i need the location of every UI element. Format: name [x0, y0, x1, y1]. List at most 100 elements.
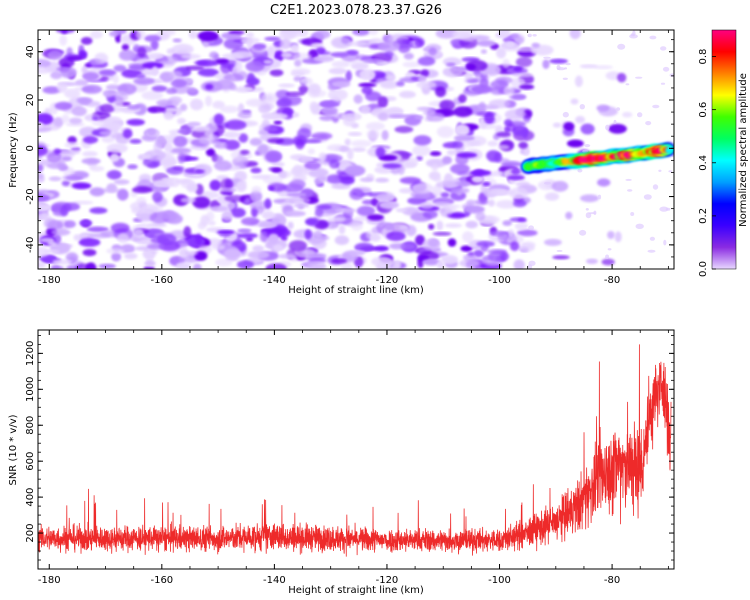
spectrogram-noise-blob — [205, 95, 212, 107]
spectrogram-noise-blob — [304, 161, 322, 170]
spectrogram-noise-blob — [300, 77, 313, 86]
spectrogram-noise-blob — [194, 169, 205, 174]
spectrogram-noise-blob — [267, 138, 284, 144]
spectrogram-noise-blob — [531, 42, 541, 48]
spectrogram-noise-blob — [549, 58, 568, 64]
spectrogram-noise-blob — [215, 142, 228, 149]
spectrogram-noise-blob — [144, 260, 156, 267]
spectrogram-noise-blob — [453, 106, 473, 118]
spectrogram-noise-blob — [497, 144, 510, 150]
spectrogram-noise-blob — [59, 165, 69, 171]
spectrogram-noise-blob — [351, 63, 369, 70]
spectrogram-noise-blob — [249, 137, 263, 146]
snr-y-ticks: 200 400 600 800 1000 1200 — [25, 334, 674, 570]
spectrogram-noise-blob — [245, 32, 255, 38]
spectrogram-noise-blob — [647, 249, 656, 253]
spectrogram-noise-blob — [563, 121, 575, 131]
spectrogram-noise-blob — [630, 33, 635, 37]
spectrogram-noise-blob — [378, 41, 400, 52]
spectrogram-noise-blob — [417, 257, 424, 269]
spectrogram-noise-blob — [432, 231, 452, 236]
spectrogram-noise-blob — [527, 33, 532, 38]
spectrogram-noise-blob — [375, 193, 395, 202]
spectrogram-noise-blob — [649, 236, 656, 241]
spectrogram-noise-blob — [431, 163, 438, 172]
spectrogram-noise-blob — [109, 31, 120, 37]
spectrogram-noise-blob — [154, 135, 167, 148]
spectrogram-noise-blob — [570, 98, 579, 105]
spectrogram-noise-blob — [169, 177, 181, 188]
spectrogram-noise-blob — [518, 243, 535, 252]
spectrogram-noise-blob — [90, 30, 103, 39]
spectrogram-noise-blob — [124, 252, 138, 260]
spectrogram-noise-blob — [99, 103, 115, 114]
spectrogram-noise-blob — [514, 47, 536, 52]
spectrogram-noise-blob — [454, 180, 471, 187]
snr-series-line — [38, 344, 672, 557]
spectrogram-noise-blob — [473, 249, 484, 258]
spectrogram-noise-blob — [151, 173, 169, 185]
spectrogram-noise-blob — [436, 125, 454, 138]
spectrogram-noise-blob — [275, 89, 291, 100]
spectrogram-noise-blob — [314, 207, 324, 217]
spectrogram-noise-blob — [395, 208, 408, 213]
spectrogram-noise-blob — [649, 35, 657, 40]
spectrogram-noise-blob — [56, 67, 70, 72]
spectrogram-noise-blob — [659, 206, 669, 212]
spectrogram-noise-blob — [381, 130, 389, 141]
spectrogram-noise-blob — [420, 69, 430, 77]
spectrogram-noise-blob — [377, 96, 388, 108]
spectrogram-noise-blob — [295, 138, 305, 150]
spectrogram-noise-blob — [288, 240, 308, 252]
spectrogram-noise-blob — [509, 241, 520, 252]
spectrogram-noise-blob — [268, 186, 275, 191]
spectrogram-noise-blob — [78, 238, 101, 247]
spectrogram-noise-blob — [137, 46, 147, 58]
spectrogram-noise-blob — [652, 184, 659, 190]
spectrogram-noise-blob — [505, 41, 516, 48]
spectrogram-noise-blob — [660, 46, 667, 51]
spectrogram-noise-blob — [413, 135, 432, 146]
spectrogram-noise-blob — [502, 58, 510, 69]
spectrogram-noise-blob — [286, 192, 307, 198]
spectrogram-noise-blob — [283, 32, 301, 38]
spectrogram-noise-blob — [38, 67, 53, 74]
spectrogram-noise-blob — [460, 245, 473, 252]
spectrogram-noise-blob — [133, 77, 155, 85]
spectrogram-noise-blob — [247, 72, 255, 83]
spectrogram-noise-blob — [228, 30, 245, 35]
spectrogram-noise-blob — [92, 116, 99, 121]
spectrogram-noise-blob — [135, 30, 146, 40]
spectrogram-noise-blob — [89, 207, 108, 214]
spectrogram-noise-blob — [52, 259, 73, 265]
spectrogram-noise-blob — [280, 52, 293, 58]
spectrogram-noise-blob — [136, 197, 147, 205]
spectrogram-noise-blob — [114, 90, 129, 103]
spectrogram-noise-blob — [183, 226, 192, 238]
spectrogram-noise-blob — [316, 204, 332, 210]
spectrogram-noise-blob — [210, 205, 229, 212]
spectrogram-noise-blob — [73, 234, 81, 241]
spectrogram-noise-blob — [512, 73, 534, 78]
spectrogram-noise-blob — [366, 129, 380, 139]
x-tick-label: -80 — [604, 575, 620, 586]
spectrogram-noise-blob — [151, 66, 159, 77]
spectrogram-noise-blob — [223, 248, 242, 260]
spectrogram-noise-blob — [580, 123, 595, 135]
spectrogram-noise-blob — [414, 39, 424, 47]
spectrogram-noise-blob — [82, 72, 99, 81]
spectrogram-noise-blob — [368, 30, 379, 36]
x-tick-label: -180 — [38, 575, 61, 586]
spectrogram-noise-blob — [584, 144, 591, 148]
spectrogram-noise-blob — [361, 199, 376, 205]
spectrogram-noise-blob — [80, 37, 93, 45]
spectrogram-noise-blob — [150, 39, 159, 51]
spectrogram-noise-blob — [402, 61, 421, 68]
spectrogram-noise-blob — [278, 171, 293, 178]
spectrogram-noise-blob — [454, 134, 475, 142]
x-tick-label: -160 — [150, 275, 173, 286]
spectrogram-noise-blob — [507, 175, 525, 181]
spectrogram-noise-blob — [488, 199, 495, 207]
spectrogram-noise-blob — [109, 153, 120, 162]
